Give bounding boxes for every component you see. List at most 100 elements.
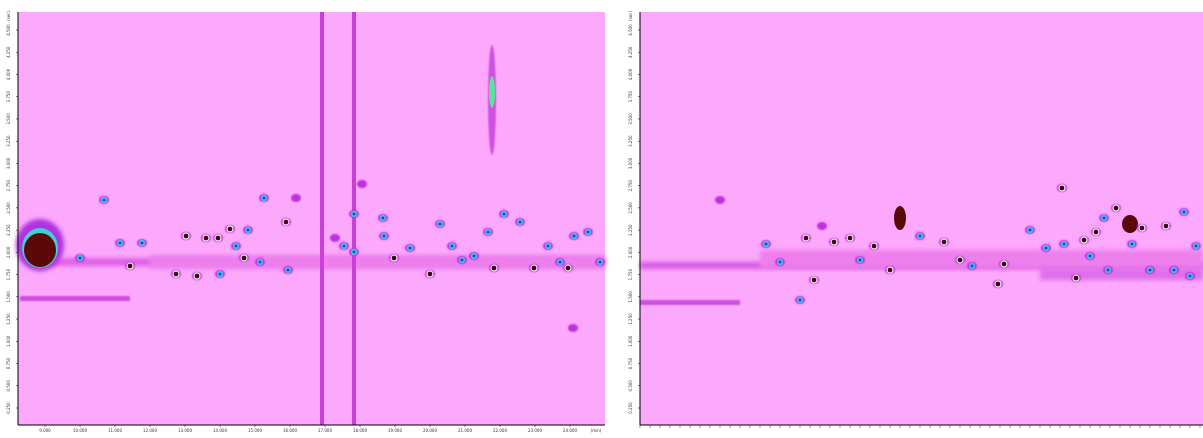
y-tick-label: 2.750 bbox=[6, 179, 11, 191]
peak bbox=[811, 277, 817, 283]
features bbox=[640, 184, 1203, 305]
peak bbox=[472, 254, 476, 258]
peak bbox=[798, 298, 802, 302]
x-tick-label: 23.000 bbox=[528, 428, 542, 433]
y-tick-label: 1.500 bbox=[628, 291, 633, 303]
x-tick-label: 16.000 bbox=[283, 428, 297, 433]
y-tick-label: 2.500 bbox=[6, 202, 11, 214]
peak bbox=[234, 244, 238, 248]
y-tick-label: 2.750 bbox=[628, 179, 633, 191]
x-tick-label: 20.000 bbox=[423, 428, 437, 433]
peak bbox=[118, 241, 122, 245]
peak bbox=[24, 233, 56, 267]
peak bbox=[887, 267, 893, 273]
peak bbox=[858, 258, 862, 262]
y-tick-label: 4.000 bbox=[6, 68, 11, 80]
band bbox=[760, 250, 1203, 268]
peak-halo bbox=[291, 194, 301, 202]
peak bbox=[995, 281, 1001, 287]
peak bbox=[408, 246, 412, 250]
peak bbox=[1073, 275, 1079, 281]
peak bbox=[1088, 254, 1092, 258]
y-tick-label: 1.000 bbox=[6, 335, 11, 347]
peak bbox=[1122, 215, 1138, 233]
peak bbox=[1172, 268, 1176, 272]
peak bbox=[352, 212, 356, 216]
peak bbox=[246, 228, 250, 232]
x-tick-label: 9.000 bbox=[39, 428, 51, 433]
y-tick-label: 1.250 bbox=[628, 313, 633, 325]
peak bbox=[941, 239, 947, 245]
peak bbox=[803, 235, 809, 241]
peak bbox=[871, 243, 877, 249]
peak bbox=[227, 226, 233, 232]
y-tick-label: 3.500 bbox=[6, 113, 11, 125]
x-tick-label: 19.000 bbox=[388, 428, 402, 433]
x-tick-label: 24.000 bbox=[563, 428, 577, 433]
peak bbox=[847, 235, 853, 241]
peak bbox=[241, 255, 247, 261]
peak bbox=[203, 235, 209, 241]
peak bbox=[518, 220, 522, 224]
peak bbox=[572, 234, 576, 238]
y-tick-label: 3.000 bbox=[628, 157, 633, 169]
peak bbox=[286, 268, 290, 272]
y-tick-label: 3.750 bbox=[6, 91, 11, 103]
peak-halo bbox=[330, 234, 340, 242]
y-tick-label: 0.500 bbox=[6, 380, 11, 392]
x-tick-label: 21.000 bbox=[458, 428, 472, 433]
peak bbox=[546, 244, 550, 248]
peak bbox=[1182, 210, 1186, 214]
x-unit: (min) bbox=[591, 428, 602, 433]
band bbox=[20, 296, 130, 301]
peak bbox=[382, 234, 386, 238]
y-tick-label: 1.250 bbox=[6, 313, 11, 325]
x-tick-label: 14.000 bbox=[213, 428, 227, 433]
y-tick-label: 1.750 bbox=[628, 268, 633, 280]
y-tick-label: 0.250 bbox=[6, 402, 11, 414]
y-tick-label: 1.750 bbox=[6, 268, 11, 280]
peak-halo bbox=[817, 222, 827, 230]
peak bbox=[486, 230, 490, 234]
peak bbox=[1194, 244, 1198, 248]
peak bbox=[764, 242, 768, 246]
peak bbox=[1139, 225, 1145, 231]
peak bbox=[1059, 185, 1065, 191]
y-tick-label: 0.750 bbox=[628, 357, 633, 369]
y-tick-label: 3.750 bbox=[628, 91, 633, 103]
peak bbox=[1044, 246, 1048, 250]
peak bbox=[391, 255, 397, 261]
y-tick-label: 4.250 bbox=[6, 46, 11, 58]
y-tick-label: 2.000 bbox=[6, 246, 11, 258]
peak bbox=[1001, 261, 1007, 267]
peak bbox=[1113, 205, 1119, 211]
y-tick-label: 2.250 bbox=[628, 224, 633, 236]
y-tick-label: 2.000 bbox=[628, 246, 633, 258]
peak-halo bbox=[568, 324, 578, 332]
peak bbox=[183, 233, 189, 239]
y-tick-label: 4.500 bbox=[6, 24, 11, 36]
peak bbox=[1106, 268, 1110, 272]
y-tick-label: 3.000 bbox=[6, 157, 11, 169]
peak bbox=[778, 260, 782, 264]
y-unit: (sec) bbox=[6, 11, 11, 21]
y-tick-label: 3.500 bbox=[628, 113, 633, 125]
streak bbox=[352, 12, 356, 425]
y-tick-label: 0.500 bbox=[628, 380, 633, 392]
x-tick-label: 18.000 bbox=[353, 428, 367, 433]
plot-area bbox=[640, 12, 1203, 425]
peak-halo bbox=[357, 180, 367, 188]
x-tick-label: 17.000 bbox=[318, 428, 332, 433]
peak bbox=[894, 206, 906, 230]
peak bbox=[194, 273, 200, 279]
peak bbox=[1188, 274, 1192, 278]
peak bbox=[140, 241, 144, 245]
features bbox=[16, 12, 605, 425]
y-tick-label: 1.500 bbox=[6, 291, 11, 303]
y-tick-label: 4.250 bbox=[628, 46, 633, 58]
y-unit: (sec) bbox=[628, 11, 633, 21]
y-tick-label: 1.000 bbox=[628, 335, 633, 347]
x-tick-label: 22.000 bbox=[493, 428, 507, 433]
peak bbox=[1130, 242, 1134, 246]
y-tick-label: 0.750 bbox=[6, 357, 11, 369]
